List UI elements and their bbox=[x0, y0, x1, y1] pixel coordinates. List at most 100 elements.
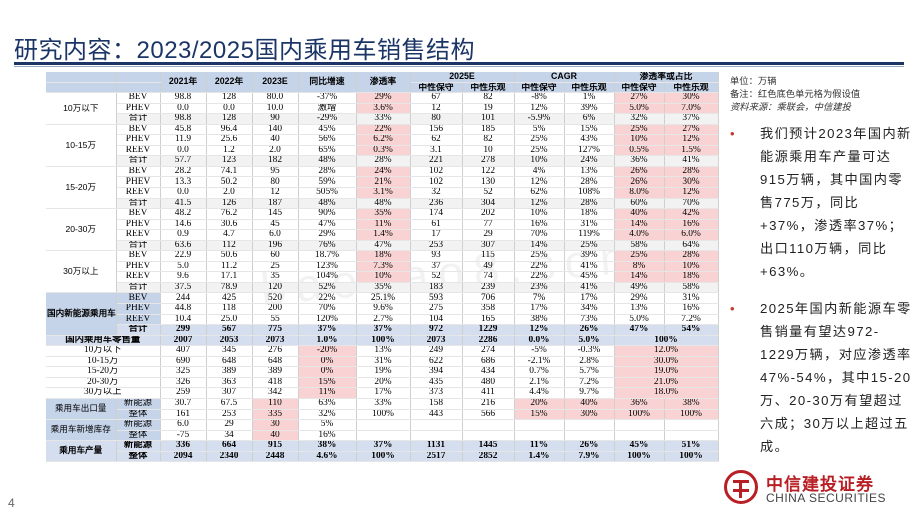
row-label: REEV bbox=[116, 271, 161, 283]
table-cell: 130 bbox=[462, 176, 515, 188]
table-cell: 127% bbox=[564, 145, 615, 157]
table-cell: 36% bbox=[614, 155, 665, 167]
table-cell: 10% bbox=[514, 155, 565, 167]
table-cell: 13.3 bbox=[160, 176, 207, 188]
table-cell: 435 bbox=[410, 377, 463, 389]
table-row: PHEV 11.9 25.6 40 56% 6.2% 62 82 25% 43% 10% 12% bbox=[46, 134, 719, 146]
table-cell: 8.0% bbox=[614, 187, 665, 199]
table-cell: 26% bbox=[564, 440, 615, 452]
table-cell: 57.7 bbox=[160, 155, 207, 167]
table-cell: 304 bbox=[462, 198, 515, 210]
table-cell bbox=[564, 430, 615, 442]
table-header-cell: 渗透率或占比 bbox=[614, 72, 719, 83]
bullet-dot-icon: • bbox=[730, 301, 736, 316]
table-cell: 30.7 bbox=[160, 397, 207, 410]
logo-en-text: CHINA SECURITIES bbox=[766, 491, 887, 505]
table-cell: 90 bbox=[252, 113, 299, 125]
table-cell: -2.1% bbox=[514, 356, 565, 368]
table-cell: 425 bbox=[206, 292, 253, 305]
table-cell: 21% bbox=[356, 176, 411, 188]
table-cell: 253 bbox=[206, 409, 253, 421]
table-cell: 73% bbox=[564, 314, 615, 326]
table-row: 10万以下 BEV 98.8 128 80.0 -37% 29% 67 82 -8% 1% 27% 30… bbox=[46, 92, 719, 125]
table-cell: 44.8 bbox=[160, 303, 207, 315]
table-header-cell: 2021年 bbox=[160, 72, 207, 94]
table-header-cell bbox=[46, 72, 117, 83]
table-cell: 60 bbox=[252, 250, 299, 262]
table-cell: 74.1 bbox=[206, 165, 253, 178]
table-row: 15-20万 BEV 28.2 74.1 95 28% 24% 102 122 4% 13% 26% 2… bbox=[46, 165, 719, 210]
row-label: 合计 bbox=[116, 282, 161, 294]
table-cell bbox=[664, 430, 719, 442]
table-cell: 6% bbox=[564, 113, 615, 125]
table-cell bbox=[514, 430, 565, 442]
table-cell bbox=[462, 419, 515, 431]
table-cell: 0.0 bbox=[206, 103, 253, 115]
table-cell bbox=[564, 419, 615, 431]
table-cell: 98.8 bbox=[160, 92, 207, 104]
table-cell: 32 bbox=[410, 187, 463, 199]
table-cell: 30% bbox=[564, 409, 615, 421]
table-cell: 22.9 bbox=[160, 250, 207, 262]
table-cell: 686 bbox=[462, 356, 515, 368]
table-cell: 236 bbox=[410, 198, 463, 210]
row-label: 新能源 bbox=[116, 440, 161, 452]
table-cell: 19 bbox=[462, 103, 515, 115]
table-cell: -75 bbox=[160, 430, 207, 442]
group-label: 10万以下 bbox=[46, 92, 117, 125]
table-row: 10-15万 BEV 45.8 96.4 140 45% 22% 156 185 5% 15% 25%… bbox=[46, 123, 719, 167]
table-cell: 5.0% bbox=[564, 334, 615, 347]
table-cell: 17% bbox=[564, 292, 615, 305]
table-header-cell: 中性乐观 bbox=[462, 82, 515, 94]
table-cell: 200 bbox=[252, 303, 299, 315]
source-notes: 单位：万辆 备注：红色底色单元格为假设值 资料来源：乘联会，中信建投 bbox=[730, 75, 860, 114]
table-cell: 22% bbox=[356, 123, 411, 136]
table-row-production: 乘用车产量 新能源 336 664 915 38% 37% 1131 1445 11% 26% 45%… bbox=[46, 440, 719, 463]
table-cell: 25.6 bbox=[206, 134, 253, 146]
table-cell: 12% bbox=[664, 134, 719, 146]
table-cell: 40 bbox=[252, 134, 299, 146]
table-cell: 1.2 bbox=[206, 145, 253, 157]
table-cell: 16% bbox=[664, 219, 719, 231]
table-cell: 0.5% bbox=[614, 145, 665, 157]
table-cell: 18.0% bbox=[614, 387, 719, 399]
table-cell: 6.0 bbox=[252, 229, 299, 241]
table-cell: 20% bbox=[356, 377, 411, 389]
table-cell: 45% bbox=[614, 440, 665, 452]
table-row-inventory: 整体 -75 34 40 16% bbox=[46, 430, 719, 442]
table-row-segment: 20-30万 326 363 418 15% 20% 435 480 2.1% 7.2% 21.0% bbox=[46, 377, 719, 389]
table-cell: 389 bbox=[206, 366, 253, 378]
table-cell: 49 bbox=[462, 261, 515, 273]
table-cell: 18.7% bbox=[298, 250, 357, 262]
table-cell: 52 bbox=[462, 187, 515, 199]
table-header-cell: 中性保守 bbox=[514, 82, 565, 94]
table-cell: 216 bbox=[462, 397, 515, 410]
group-label: 20-30万 bbox=[46, 208, 117, 252]
table-cell: 50.6 bbox=[206, 250, 253, 262]
table-cell: 1.4% bbox=[356, 229, 411, 241]
table-cell: 183 bbox=[410, 282, 463, 294]
table-cell: 47% bbox=[356, 240, 411, 252]
table-cell: 47% bbox=[298, 219, 357, 231]
table-cell: 2.7% bbox=[356, 314, 411, 326]
row-label: BEV bbox=[116, 92, 161, 104]
table-cell: 37.5 bbox=[160, 282, 207, 294]
table-cell: 202 bbox=[462, 208, 515, 220]
table-cell: 35 bbox=[252, 271, 299, 283]
table-cell: 7.0% bbox=[664, 103, 719, 115]
table-cell: 24% bbox=[356, 165, 411, 178]
table-cell: 34% bbox=[564, 303, 615, 315]
table-cell: 34 bbox=[206, 430, 253, 442]
row-label: 新能源 bbox=[116, 397, 161, 410]
table-cell: 140 bbox=[252, 123, 299, 136]
row-label: BEV bbox=[116, 165, 161, 178]
table-cell bbox=[462, 430, 515, 442]
title-rule bbox=[14, 62, 904, 65]
table-cell: 411 bbox=[462, 387, 515, 399]
table-cell: 145 bbox=[252, 208, 299, 220]
table-cell: 35% bbox=[356, 282, 411, 294]
table-header-row-1: 2021年 2022年 2023E 同比增速 渗透率 2025E CAGR 渗透… bbox=[46, 72, 719, 94]
table-cell: 激增 bbox=[298, 103, 357, 115]
table-cell: 16% bbox=[664, 303, 719, 315]
table-cell: 36% bbox=[614, 397, 665, 410]
